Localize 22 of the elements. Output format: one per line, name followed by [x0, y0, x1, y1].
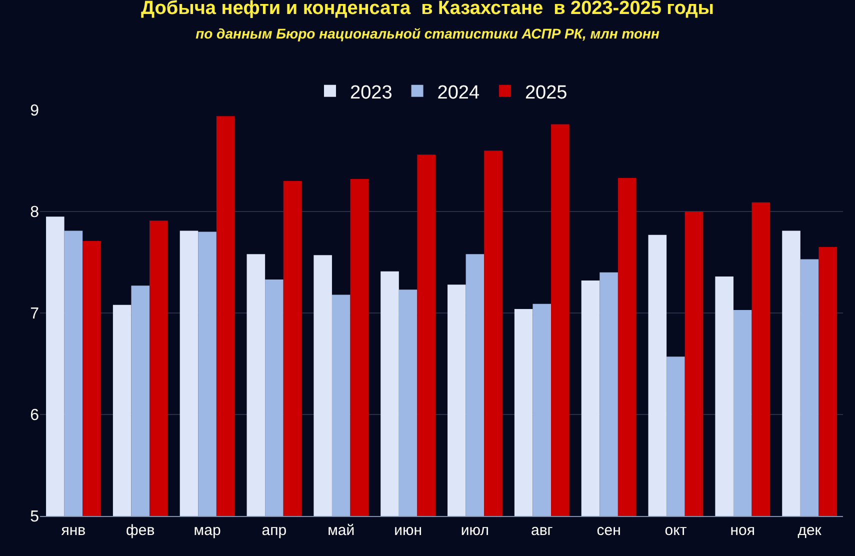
x-tick-label: авг: [530, 522, 554, 539]
x-tick-label: апр: [262, 522, 287, 539]
legend-label: 2024: [437, 82, 480, 104]
y-tick-label: 6: [30, 407, 40, 424]
y-tick-label: 5: [30, 508, 40, 526]
legend-label: 2025: [524, 82, 568, 104]
x-tick-label: июн: [394, 522, 422, 539]
chart-subtitle: по данным Бюро национальной статистики АСПР РК, млн тонн: [196, 26, 660, 42]
x-tick-label: мар: [194, 522, 221, 539]
y-tick-label: 8: [30, 204, 40, 222]
y-tick-label: 7: [30, 306, 40, 323]
x-tick-label: янв: [61, 522, 86, 539]
y-tick-label: 9: [30, 102, 40, 120]
chart-title: Добыча нефти и конденсата в Казахстане в 2023-2025 годы: [141, 0, 714, 19]
x-tick-label: сен: [596, 522, 621, 539]
x-tick-label: май: [328, 522, 355, 539]
x-tick-label: ноя: [730, 522, 756, 539]
x-tick-label: дек: [798, 522, 822, 539]
x-tick-label: фев: [126, 522, 155, 539]
legend-label: 2023: [350, 82, 392, 104]
x-tick-label: окт: [664, 522, 687, 539]
x-tick-label: июл: [460, 522, 489, 539]
